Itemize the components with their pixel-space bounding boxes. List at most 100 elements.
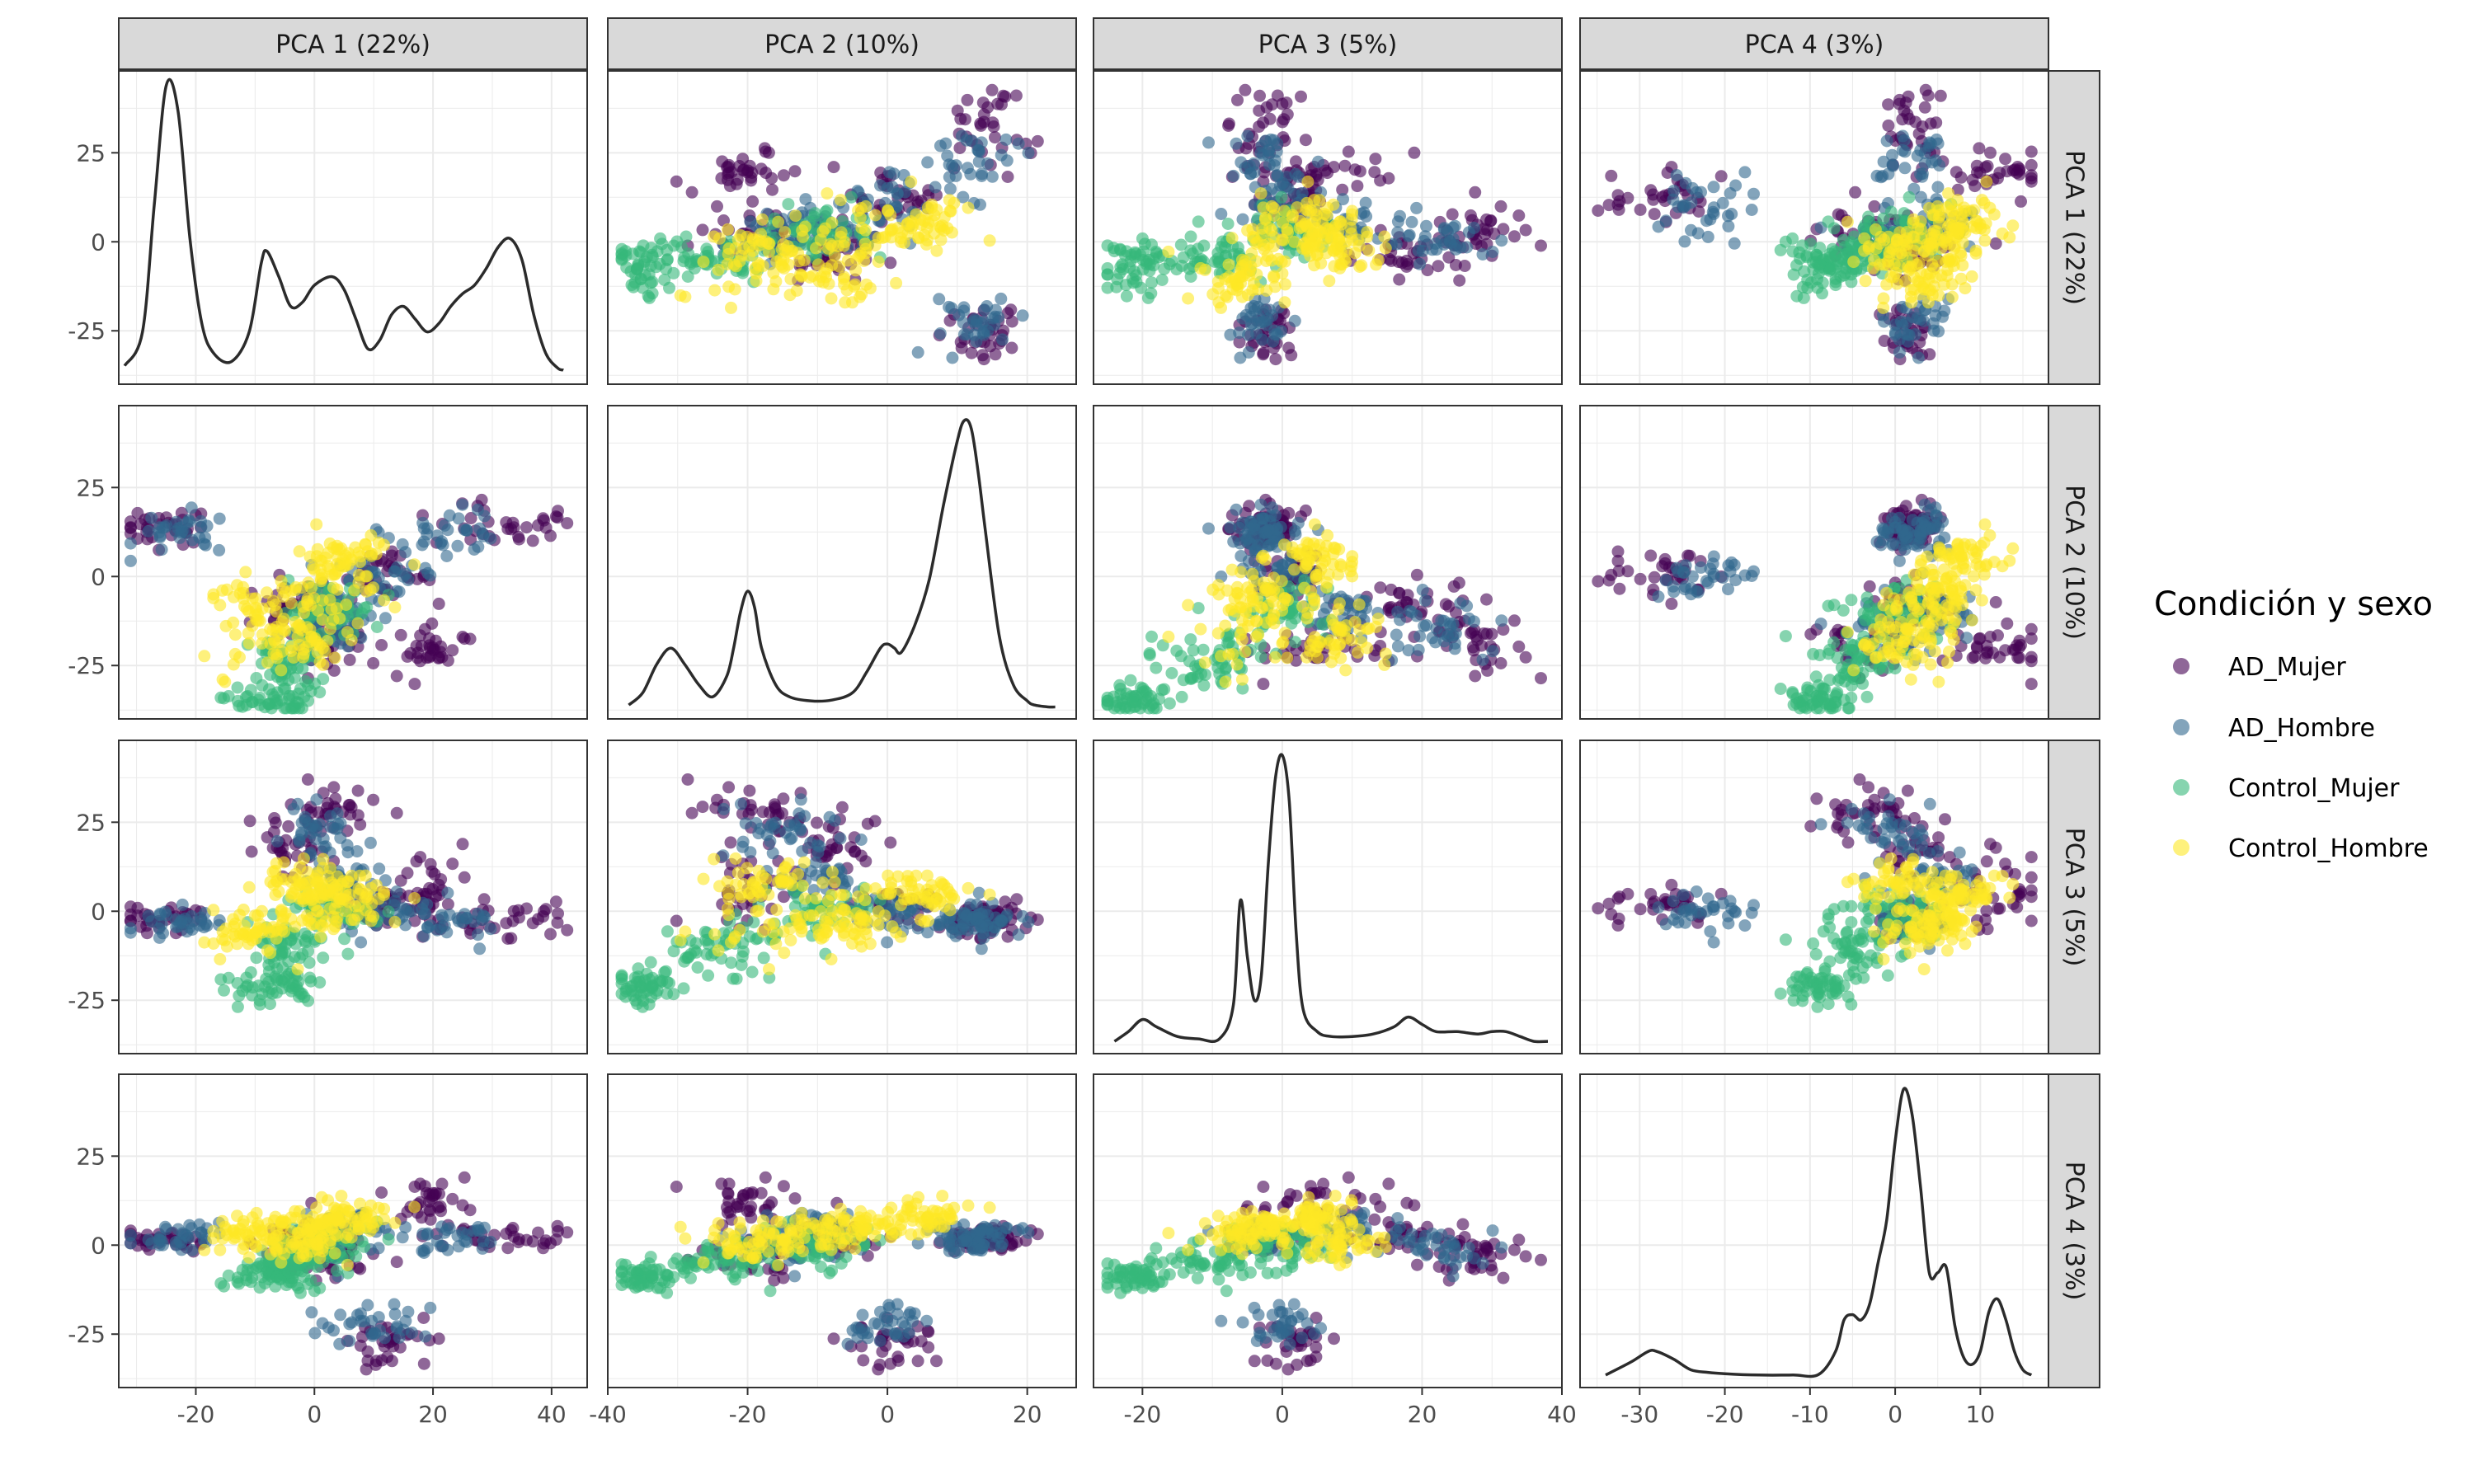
point-ad-mujer <box>1868 793 1881 806</box>
point-ad-mujer <box>733 160 746 172</box>
point-ad-mujer <box>401 650 414 663</box>
point-ad-mujer <box>1328 1332 1340 1345</box>
point-ad-mujer <box>961 93 974 106</box>
point-control-mujer <box>1137 245 1150 258</box>
point-ad-hombre <box>416 538 429 552</box>
point-ad-hombre <box>200 538 212 552</box>
point-ad-hombre <box>1922 847 1935 860</box>
point-ad-mujer <box>390 806 403 819</box>
point-ad-hombre <box>435 535 449 548</box>
point-ad-mujer <box>1382 1177 1395 1190</box>
point-control-mujer <box>1184 270 1197 283</box>
point-ad-hombre <box>1460 241 1474 254</box>
point-ad-hombre <box>1701 230 1714 243</box>
point-ad-mujer <box>1368 166 1381 179</box>
point-ad-mujer <box>1611 892 1625 905</box>
point-ad-mujer <box>477 893 491 906</box>
point-ad-mujer <box>1605 169 1618 182</box>
point-ad-hombre <box>899 186 911 199</box>
point-ad-hombre <box>1420 219 1432 232</box>
point-ad-hombre <box>1863 810 1876 824</box>
point-ad-hombre <box>1486 1224 1499 1237</box>
right-strip-label-4: PCA 4 (3%) <box>2060 1162 2089 1301</box>
point-ad-hombre <box>1845 802 1858 815</box>
point-ad-mujer <box>1269 353 1282 366</box>
point-ad-hombre <box>1896 143 1909 157</box>
point-control-mujer <box>654 232 667 245</box>
point-ad-hombre <box>1460 1249 1474 1262</box>
point-ad-mujer <box>394 628 407 641</box>
point-ad-hombre <box>1413 630 1427 643</box>
point-ad-mujer <box>696 223 709 237</box>
point-control-mujer <box>268 690 280 703</box>
point-control-mujer <box>264 668 277 681</box>
point-control-mujer <box>681 270 694 283</box>
point-ad-mujer <box>1908 812 1921 824</box>
point-ad-hombre <box>1012 137 1025 150</box>
point-ad-hombre <box>1413 257 1427 270</box>
point-ad-mujer <box>432 878 445 891</box>
point-ad-mujer <box>1271 89 1284 102</box>
point-ad-hombre <box>1729 179 1743 192</box>
point-ad-hombre <box>1273 1305 1286 1318</box>
point-ad-mujer <box>1902 90 1915 103</box>
point-ad-hombre <box>355 1307 367 1320</box>
point-ad-hombre <box>333 1337 346 1350</box>
point-control-mujer <box>1101 239 1114 252</box>
point-ad-hombre <box>1893 834 1906 848</box>
point-ad-mujer <box>1239 83 1252 96</box>
point-control-mujer <box>1816 276 1829 289</box>
point-ad-hombre <box>1022 1226 1035 1239</box>
point-control-mujer <box>1813 258 1827 271</box>
point-ad-hombre <box>440 550 454 562</box>
point-ad-hombre <box>1271 1320 1284 1333</box>
point-ad-mujer <box>1951 183 1964 196</box>
point-ad-hombre <box>1931 137 1945 150</box>
point-ad-mujer <box>827 1332 840 1345</box>
point-ad-hombre <box>1953 846 1966 859</box>
point-ad-mujer <box>2025 175 2038 188</box>
point-ad-mujer <box>367 793 380 806</box>
point-ad-hombre <box>1255 315 1268 328</box>
point-ad-mujer <box>1281 1195 1294 1209</box>
point-ad-hombre <box>1289 528 1302 541</box>
point-control-mujer <box>1211 247 1225 260</box>
point-ad-hombre <box>985 1228 999 1241</box>
point-ad-hombre <box>811 838 824 852</box>
point-ad-hombre <box>435 909 449 922</box>
point-ad-mujer <box>1004 303 1018 317</box>
point-ad-mujer <box>1382 171 1395 185</box>
right-strip-1 <box>2048 70 2100 385</box>
point-ad-hombre <box>124 1237 137 1250</box>
point-control-mujer <box>250 672 263 684</box>
point-ad-mujer <box>393 1341 407 1354</box>
point-ad-hombre <box>735 797 747 810</box>
point-ad-hombre <box>472 1221 485 1233</box>
point-control-mujer <box>807 210 821 223</box>
point-ad-hombre <box>883 166 896 179</box>
point-ad-hombre <box>799 193 812 206</box>
point-ad-mujer <box>977 115 990 129</box>
point-ad-hombre <box>1728 237 1741 250</box>
point-ad-hombre <box>153 526 166 539</box>
point-ad-mujer <box>1342 145 1355 158</box>
point-ad-hombre <box>764 820 777 834</box>
point-ad-hombre <box>308 1327 322 1340</box>
top-strip-2 <box>607 17 1077 70</box>
point-ad-mujer <box>1634 903 1647 916</box>
point-ad-hombre <box>1678 235 1691 248</box>
point-ad-mujer <box>1665 597 1678 610</box>
point-ad-mujer <box>124 900 137 913</box>
point-control-mujer <box>643 291 656 304</box>
point-ad-hombre <box>1268 159 1281 172</box>
point-control-mujer <box>667 266 680 279</box>
point-ad-mujer <box>1393 587 1406 600</box>
point-ad-mujer <box>2025 622 2038 636</box>
point-ad-mujer <box>1980 855 1993 868</box>
point-ad-mujer <box>2015 885 2027 899</box>
point-ad-hombre <box>1886 537 1899 550</box>
point-ad-mujer <box>1310 1312 1323 1324</box>
point-ad-hombre <box>309 833 322 846</box>
point-ad-mujer <box>322 796 335 810</box>
point-ad-hombre <box>852 1322 865 1335</box>
